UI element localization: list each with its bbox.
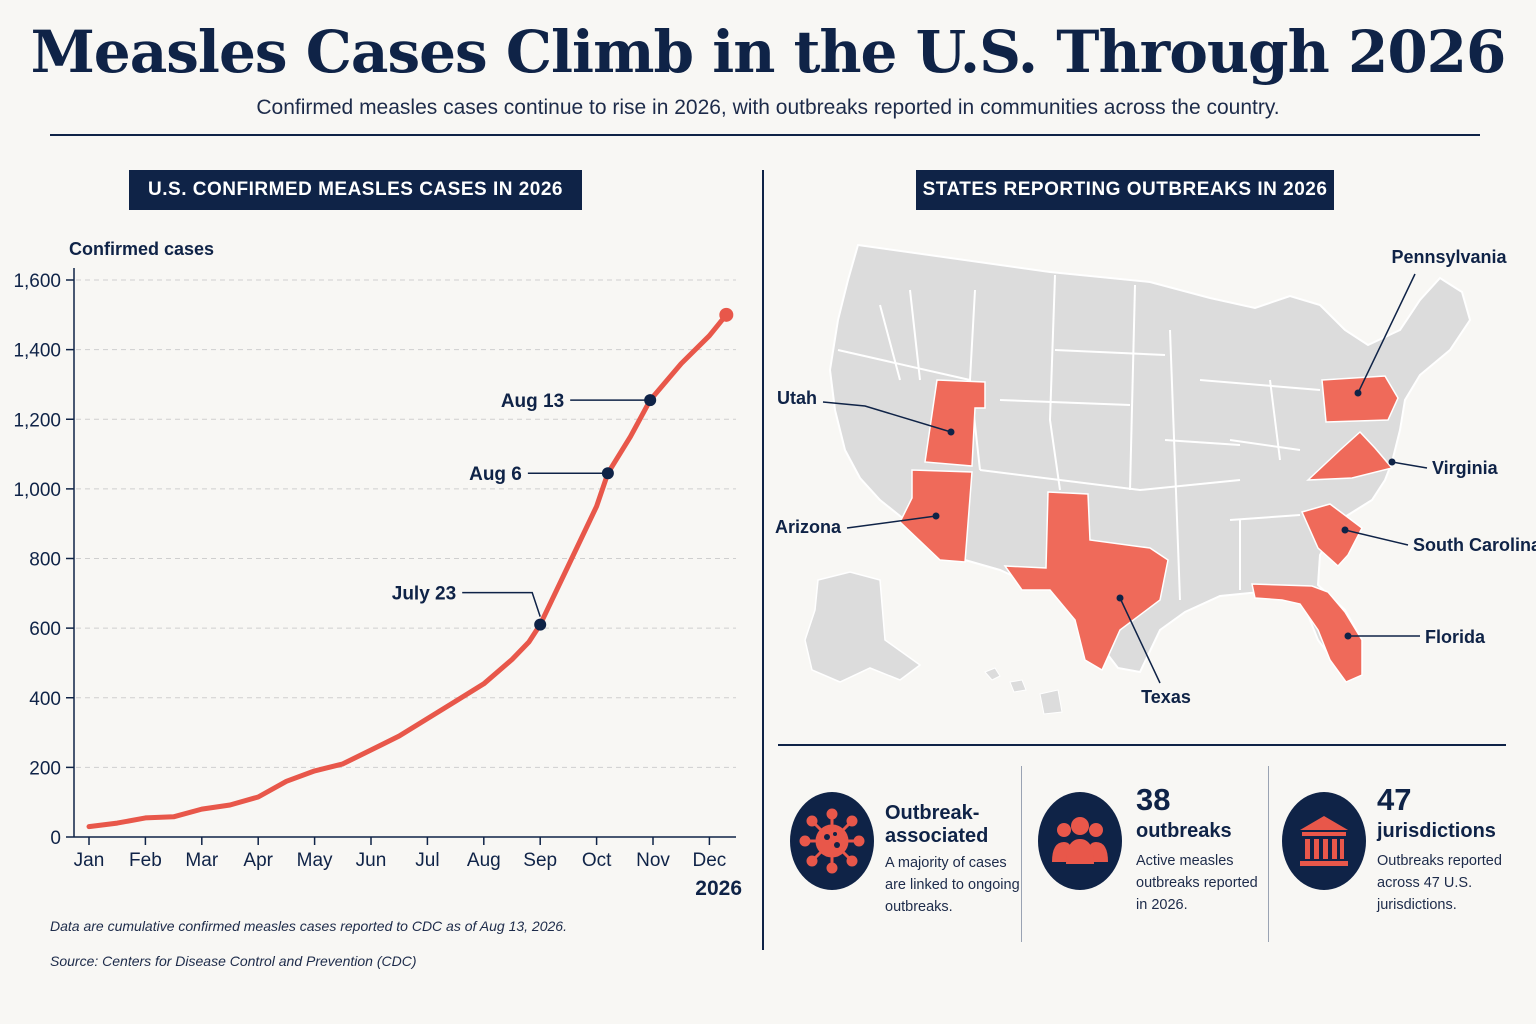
y-tick-label: 1,600: [13, 271, 61, 292]
annotation-point: [601, 467, 614, 480]
panel-divider: [762, 170, 764, 950]
hawaii-shape: [984, 667, 1063, 715]
state-leader-virginia: [1391, 461, 1428, 469]
x-tick-label: Mar: [185, 850, 218, 871]
stat-2-value: 38: [1136, 782, 1171, 817]
title-divider: [50, 134, 1480, 136]
state-label-texas: Texas: [1141, 687, 1191, 707]
page-subtitle: Confirmed measles cases continue to rise…: [256, 96, 1280, 119]
x-tick-label: Nov: [636, 850, 670, 871]
state-label-pennsylvania: Pennsylvania: [1391, 247, 1507, 267]
y-tick-label: 800: [29, 550, 61, 571]
state-marker-arizona: [932, 512, 940, 520]
stat-2-heading: outbreaks: [1136, 820, 1232, 842]
chart-heading: U.S. CONFIRMED MEASLES CASES IN 2026: [129, 170, 582, 210]
x-tick-label: Aug: [467, 850, 501, 871]
state-south-carolina-shape: [1300, 503, 1363, 568]
stat-3-description: Outbreaks reported across 47 U.S. jurisd…: [1377, 853, 1502, 913]
x-tick-label: Jul: [415, 850, 439, 871]
chart-source: Source: Centers for Disease Control and …: [50, 953, 417, 969]
state-leader-arizona: [846, 515, 937, 529]
highlighted-states: [899, 375, 1399, 683]
us-outbreak-map: Pennsylvania Utah Virginia Arizona South Car…: [775, 243, 1536, 715]
state-label-arizona: Arizona: [775, 517, 842, 537]
state-leader-texas: [1119, 597, 1161, 684]
y-tick-label: 1,400: [13, 341, 61, 362]
state-leader-utah: [822, 401, 952, 433]
series-end-point: [719, 307, 734, 322]
stats-divider: [778, 744, 1506, 746]
state-marker-south-carolina: [1341, 526, 1349, 534]
stat-2-description: Active measles outbreaks reported in 202…: [1136, 853, 1258, 913]
state-borders: [837, 274, 1321, 601]
page-title: Measles Cases Climb in the U.S. Through …: [30, 18, 1507, 86]
x-tick-label: May: [297, 850, 333, 871]
people-icon: [1038, 792, 1122, 890]
y-tick-label: 200: [29, 758, 61, 779]
state-leader-pennsylvania: [1357, 273, 1416, 394]
state-texas-shape: [1003, 491, 1169, 672]
state-utah-shape: [924, 379, 986, 467]
x-tick-label: Jan: [74, 850, 105, 871]
chart-footnote: Data are cumulative confirmed measles ca…: [50, 918, 567, 934]
x-tick-label: Apr: [243, 850, 273, 871]
stat-3-value: 47: [1377, 782, 1412, 817]
annotation-leader: [462, 591, 541, 617]
government-building-icon: [1282, 792, 1366, 890]
y-axis-label: Confirmed cases: [69, 239, 214, 259]
state-marker-utah: [947, 428, 955, 436]
stat-1-description: A majority of cases are linked to ongoin…: [885, 855, 1020, 915]
x-tick-label: Feb: [129, 850, 162, 871]
stat-1-heading: Outbreak-associated: [885, 802, 989, 847]
x-tick-label: Oct: [582, 850, 612, 871]
y-tick-label: 1,200: [13, 410, 61, 431]
y-tick-label: 1,000: [13, 480, 61, 501]
state-label-utah: Utah: [777, 388, 817, 408]
series-line: [86, 312, 729, 830]
x-tick-label: Dec: [693, 850, 727, 871]
alaska-shape: [804, 571, 922, 683]
y-tick-label: 0: [50, 828, 61, 849]
state-leader-south-carolina: [1344, 529, 1409, 546]
state-label-virginia: Virginia: [1432, 458, 1499, 478]
state-pennsylvania-shape: [1321, 375, 1399, 423]
stat-3-heading: jurisdictions: [1377, 820, 1496, 842]
state-marker-pennsylvania: [1354, 389, 1362, 397]
annotation-point: [644, 394, 657, 407]
state-virginia-shape: [1306, 430, 1394, 481]
annotation-label: Aug 6: [469, 464, 522, 485]
state-marker-texas: [1116, 594, 1124, 602]
state-label-south-carolina: South Carolina: [1413, 535, 1536, 555]
state-marker-virginia: [1388, 458, 1396, 466]
map-label-group: Pennsylvania Utah Virginia Arizona South Car…: [775, 247, 1536, 707]
y-tick-label: 600: [29, 619, 61, 640]
state-marker-florida: [1344, 632, 1352, 640]
stat-separator: [1021, 766, 1022, 942]
y-tick-label: 400: [29, 689, 61, 710]
state-label-florida: Florida: [1425, 627, 1486, 647]
annotation-label: July 23: [392, 584, 456, 605]
state-florida-shape: [1251, 583, 1363, 683]
map-heading: STATES REPORTING OUTBREAKS IN 2026: [916, 170, 1334, 210]
virus-icon: [790, 792, 874, 890]
x-tick-label: Sep: [523, 850, 557, 871]
stat-separator: [1268, 766, 1269, 942]
line-chart: Confirmed cases 0 200 400 600 800 1,000 1,200 1,…: [13, 239, 742, 900]
annotation-point: [534, 618, 547, 631]
year-label: 2026: [695, 877, 742, 900]
x-tick-label: Jun: [356, 850, 387, 871]
annotation-label: Aug 13: [501, 391, 564, 412]
